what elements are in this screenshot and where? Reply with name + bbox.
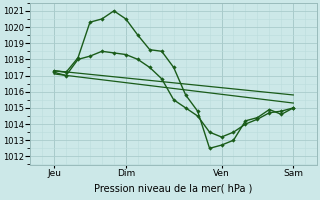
X-axis label: Pression niveau de la mer( hPa ): Pression niveau de la mer( hPa ) xyxy=(94,183,253,193)
